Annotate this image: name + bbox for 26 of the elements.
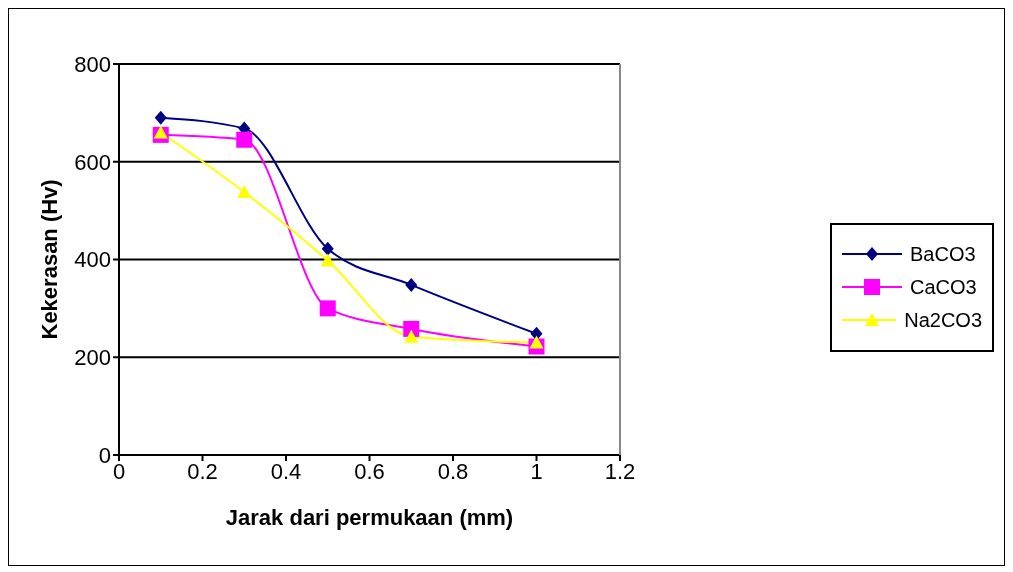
point: [405, 277, 418, 292]
point: [321, 241, 334, 256]
x-tick-label: 0.2: [187, 458, 218, 484]
point: [320, 253, 335, 267]
point: [236, 131, 253, 148]
y-tick-label: 800: [74, 51, 111, 77]
y-axis-title: Kekerasan (Hv): [36, 179, 62, 340]
point: [153, 125, 168, 139]
point: [154, 110, 167, 125]
y-tick-label: 200: [74, 345, 111, 371]
legend-label: CaCO3: [910, 275, 977, 299]
point: [237, 185, 252, 199]
y-tick-label: 0: [98, 442, 111, 468]
legend-label: BaCO3: [910, 242, 976, 266]
x-tick-label: 0.4: [270, 458, 302, 484]
point: [404, 329, 419, 343]
x-tick-label: 1: [530, 458, 543, 484]
x-tick-label: 0.6: [354, 458, 385, 484]
x-tick-label: 0.8: [437, 458, 469, 484]
x-axis-title: Jarak dari permukaan (mm): [225, 505, 514, 530]
point: [529, 335, 544, 349]
legend-label: Na2CO3: [904, 308, 982, 332]
y-tick-label: 600: [74, 149, 111, 175]
y-tick-label: 400: [74, 247, 111, 273]
x-tick-label: 1.2: [604, 458, 636, 484]
point: [319, 300, 336, 317]
